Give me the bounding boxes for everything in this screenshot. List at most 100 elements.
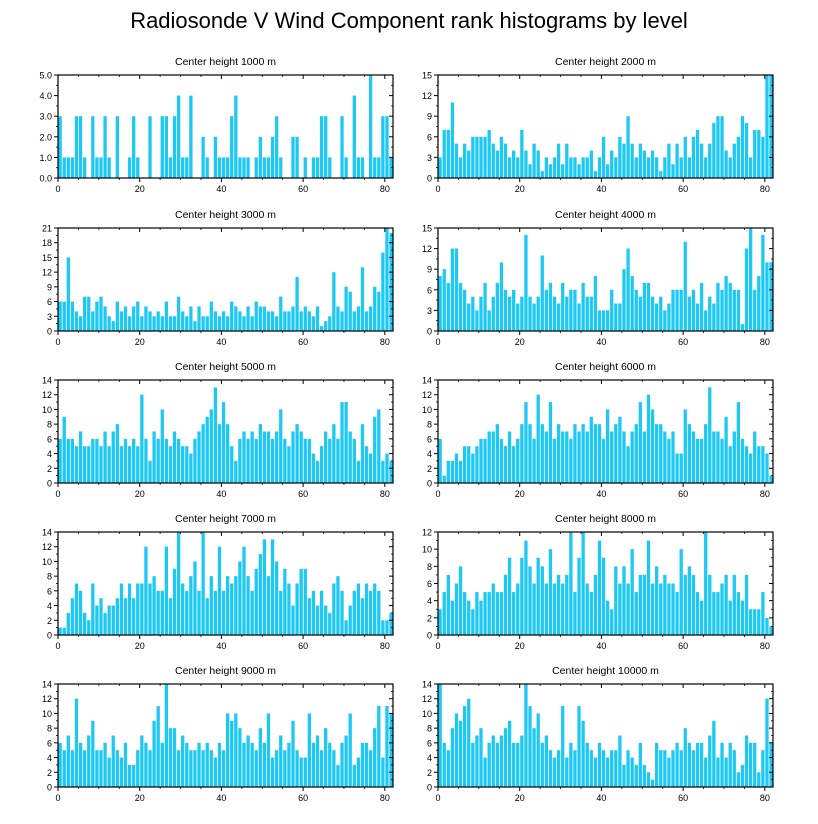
bar	[344, 620, 348, 635]
bar	[189, 95, 193, 178]
bar	[205, 742, 209, 787]
bar	[160, 316, 164, 331]
bar	[197, 306, 201, 331]
bar	[266, 713, 271, 787]
x-tick-label: 0	[435, 641, 440, 651]
bar	[610, 750, 614, 787]
bar	[589, 416, 593, 483]
bar	[127, 316, 132, 331]
bar	[753, 289, 757, 331]
bar	[655, 303, 659, 331]
bar	[638, 574, 642, 635]
bar	[479, 136, 483, 178]
bar	[561, 706, 565, 787]
bar	[532, 728, 536, 787]
x-tick-label: 0	[435, 793, 440, 803]
bar	[221, 157, 226, 178]
bar	[626, 446, 630, 483]
bar	[712, 720, 716, 787]
x-tick-label: 20	[515, 793, 525, 803]
bar	[168, 316, 173, 331]
chart-title: Center height 6000 m	[555, 361, 656, 373]
bar	[569, 532, 573, 635]
bar	[593, 424, 598, 483]
bar	[307, 311, 311, 331]
bar	[185, 742, 189, 787]
bar	[659, 750, 663, 787]
bar	[62, 750, 66, 787]
bar	[650, 409, 655, 483]
y-tick-label: 4	[47, 753, 52, 763]
x-tick-label: 20	[135, 337, 145, 347]
bar	[663, 431, 667, 483]
bar	[328, 742, 332, 787]
bar	[524, 540, 528, 635]
bar	[683, 574, 687, 635]
bar	[230, 583, 234, 635]
y-tick-label: 10	[42, 709, 52, 719]
bar	[111, 321, 115, 331]
bar	[495, 282, 499, 331]
bar	[520, 735, 524, 787]
bar	[446, 129, 450, 178]
bar	[230, 446, 234, 483]
bar	[205, 598, 209, 635]
bar	[467, 303, 471, 331]
bar	[618, 416, 622, 483]
bar	[152, 720, 156, 787]
bar	[467, 698, 471, 787]
bar	[581, 282, 585, 331]
bar	[189, 750, 193, 787]
bar	[164, 438, 169, 483]
bar	[765, 617, 769, 635]
y-tick-label: 10	[422, 709, 432, 719]
bar	[663, 157, 667, 178]
bar	[744, 248, 749, 331]
bar	[565, 574, 569, 635]
bar	[205, 157, 209, 178]
bar	[642, 150, 647, 178]
bar	[704, 157, 708, 178]
bar	[671, 583, 675, 635]
bar	[548, 750, 553, 787]
bar	[242, 157, 246, 178]
bar	[238, 728, 242, 787]
bar	[463, 289, 467, 331]
bar	[458, 282, 463, 331]
bar	[111, 431, 115, 483]
bar	[503, 728, 508, 787]
bar	[242, 546, 246, 635]
bar	[446, 574, 450, 635]
x-tick-label: 60	[678, 793, 688, 803]
bar	[258, 424, 262, 483]
chart-title: Center height 7000 m	[175, 513, 276, 525]
bar	[148, 583, 152, 635]
bar	[753, 609, 757, 635]
y-tick-label: 2	[47, 768, 52, 778]
bar	[544, 431, 549, 483]
x-tick-label: 40	[596, 184, 606, 194]
y-tick-label: 0	[47, 783, 52, 793]
bar	[209, 301, 213, 331]
bar	[610, 289, 614, 331]
bar	[503, 574, 508, 635]
bar	[679, 750, 683, 787]
bar	[217, 424, 222, 483]
bar	[601, 136, 606, 178]
bar	[324, 728, 328, 787]
bar	[181, 311, 185, 331]
bar	[238, 157, 242, 178]
x-tick-label: 20	[515, 641, 525, 651]
bar	[495, 742, 499, 787]
bar	[168, 598, 173, 635]
bar	[287, 311, 291, 331]
y-tick-label: 6	[427, 579, 432, 589]
bar	[704, 532, 708, 635]
x-tick-label: 0	[435, 489, 440, 499]
bar	[659, 583, 663, 635]
bar	[311, 157, 316, 178]
bar	[377, 291, 381, 331]
bar	[315, 735, 320, 787]
bar	[458, 157, 463, 178]
chart-panel-7: Center height 7000 m 0 2 4 6 8 10 12 14 0 20 40 60 80	[42, 513, 394, 651]
